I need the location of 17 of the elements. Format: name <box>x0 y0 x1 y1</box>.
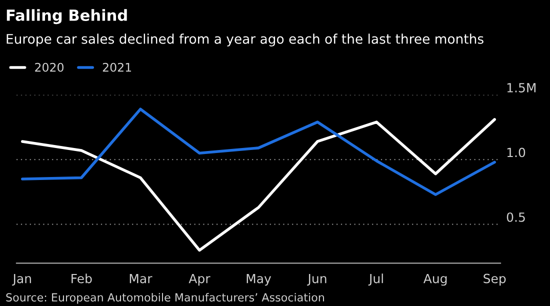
source-note: Source: European Automobile Manufacturers’ Association <box>6 292 324 304</box>
x-tick-label: Mar <box>130 274 152 284</box>
x-tick-label: Jul <box>368 274 383 286</box>
x-tick-label: Jun <box>307 274 326 286</box>
legend-label: 2021 <box>102 62 132 72</box>
x-tick-label: Apr <box>188 274 210 286</box>
x-tick-label: Aug <box>423 274 447 286</box>
y-tick-label: 1.5M <box>507 83 536 92</box>
y-tick-label: 0.5 <box>506 212 525 222</box>
x-tick-label: Feb <box>72 274 92 284</box>
x-tick-label: Jan <box>12 274 31 286</box>
x-tick-label: Sep <box>484 274 506 286</box>
legend-label: 2020 <box>35 62 64 72</box>
y-tick-label: 1.0 <box>507 148 526 158</box>
x-tick-label: May <box>246 274 272 286</box>
chart-subtitle: Europe car sales declined from a year ago each of the last three months <box>6 34 484 46</box>
chart-title: Falling Behind <box>6 9 127 24</box>
